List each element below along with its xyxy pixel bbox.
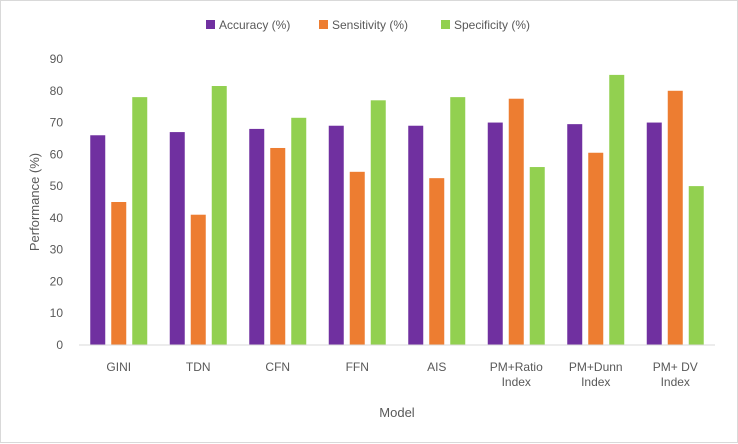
- bar-1-4: [328, 125, 344, 345]
- bar-3-1: [132, 97, 148, 345]
- legend-swatch-3: [441, 20, 450, 29]
- bar-2-2: [190, 214, 206, 345]
- y-tick-label-20: 20: [50, 274, 64, 288]
- x-tick-label-6: PM+Ratio Index: [490, 360, 543, 389]
- y-tick-label-60: 60: [50, 147, 64, 161]
- x-tick-label-line: Index: [581, 375, 610, 389]
- legend-item-3: Specificity (%): [441, 18, 530, 32]
- bars: [90, 74, 704, 346]
- legend-label-1: Accuracy (%): [219, 18, 290, 32]
- legend-swatch-1: [206, 20, 215, 29]
- bar-3-4: [370, 100, 386, 345]
- bar-3-8: [688, 186, 704, 345]
- bar-3-2: [211, 86, 227, 345]
- x-tick-label-line: FFN: [346, 360, 369, 374]
- y-axis-ticks: 0 10 20 30 40 50 60 70 80 90: [50, 52, 64, 352]
- x-tick-label-line: PM+Ratio: [490, 360, 543, 374]
- x-tick-label-4: FFN: [346, 360, 369, 374]
- bar-2-7: [588, 152, 604, 345]
- bar-2-8: [667, 90, 683, 346]
- y-tick-label-70: 70: [50, 116, 64, 130]
- bar-1-8: [646, 122, 662, 345]
- x-tick-label-line: PM+Dunn: [569, 360, 623, 374]
- bar-2-1: [111, 202, 127, 345]
- y-tick-label-40: 40: [50, 211, 64, 225]
- y-axis-title: Performance (%): [27, 153, 42, 251]
- legend-swatch-2: [319, 20, 328, 29]
- y-tick-label-0: 0: [56, 338, 63, 352]
- bar-1-2: [169, 132, 185, 345]
- bar-2-4: [349, 171, 365, 345]
- x-tick-label-line: PM+ DV: [653, 360, 698, 374]
- y-tick-label-50: 50: [50, 179, 64, 193]
- legend-item-2: Sensitivity (%): [319, 18, 408, 32]
- x-tick-label-1: GINI: [106, 360, 131, 374]
- bar-1-6: [487, 122, 503, 345]
- legend-label-2: Sensitivity (%): [332, 18, 408, 32]
- x-tick-label-line: GINI: [106, 360, 131, 374]
- bar-2-5: [429, 178, 445, 345]
- bar-2-6: [508, 98, 524, 345]
- x-tick-label-line: CFN: [265, 360, 290, 374]
- y-tick-label-10: 10: [50, 306, 64, 320]
- bar-3-5: [450, 97, 466, 345]
- x-tick-label-5: AIS: [427, 360, 446, 374]
- bar-3-6: [529, 167, 545, 345]
- x-tick-label-line: Index: [661, 375, 690, 389]
- x-tick-label-8: PM+ DV Index: [653, 360, 698, 389]
- x-tick-label-line: AIS: [427, 360, 446, 374]
- bar-1-3: [249, 128, 265, 345]
- y-tick-label-80: 80: [50, 84, 64, 98]
- x-tick-label-7: PM+Dunn Index: [569, 360, 623, 389]
- bar-3-3: [291, 117, 307, 346]
- x-axis-title: Model: [379, 405, 415, 420]
- y-tick-label-90: 90: [50, 52, 64, 66]
- bar-1-5: [408, 125, 424, 345]
- x-tick-label-3: CFN: [265, 360, 290, 374]
- bar-1-1: [90, 135, 106, 345]
- x-tick-label-line: TDN: [186, 360, 211, 374]
- legend: Accuracy (%) Sensitivity (%) Specificity (…: [206, 18, 530, 32]
- y-tick-label-30: 30: [50, 243, 64, 257]
- bar-1-7: [567, 124, 583, 346]
- legend-item-1: Accuracy (%): [206, 18, 290, 32]
- x-tick-label-2: TDN: [186, 360, 211, 374]
- bar-2-3: [270, 147, 286, 345]
- x-tick-label-line: Index: [502, 375, 531, 389]
- legend-label-3: Specificity (%): [454, 18, 530, 32]
- bar-3-7: [609, 74, 625, 345]
